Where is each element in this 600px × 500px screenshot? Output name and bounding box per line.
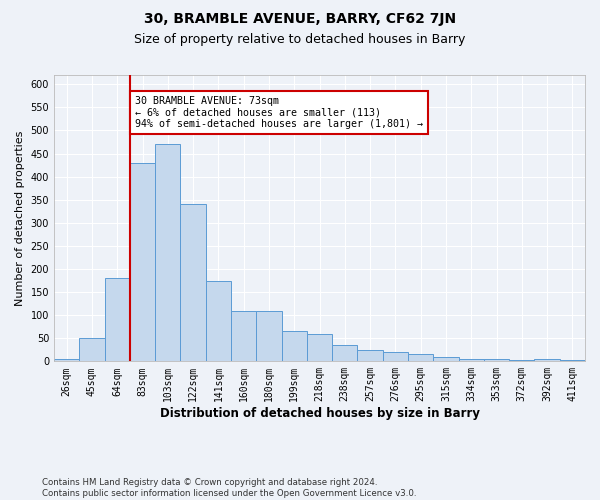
Bar [181,204,206,362]
Bar [104,278,130,361]
Text: 30 BRAMBLE AVENUE: 73sqm
← 6% of detached houses are smaller (113)
94% of semi-d: 30 BRAMBLE AVENUE: 73sqm ← 6% of detache… [135,96,423,129]
Bar [458,359,484,362]
Bar [408,354,433,362]
Bar [484,359,509,362]
Bar [281,332,307,362]
Bar [509,360,535,362]
Text: 30, BRAMBLE AVENUE, BARRY, CF62 7JN: 30, BRAMBLE AVENUE, BARRY, CF62 7JN [144,12,456,26]
Bar [206,280,231,361]
Text: Size of property relative to detached houses in Barry: Size of property relative to detached ho… [134,32,466,46]
Bar [358,350,383,362]
X-axis label: Distribution of detached houses by size in Barry: Distribution of detached houses by size … [160,407,479,420]
Bar [54,359,79,362]
Bar [383,352,408,362]
Bar [535,359,560,362]
Text: Contains HM Land Registry data © Crown copyright and database right 2024.
Contai: Contains HM Land Registry data © Crown c… [42,478,416,498]
Y-axis label: Number of detached properties: Number of detached properties [15,130,25,306]
Bar [79,338,104,361]
Bar [560,360,585,362]
Bar [155,144,181,362]
Bar [231,310,256,362]
Bar [256,310,281,362]
Bar [332,345,358,362]
Bar [433,356,458,362]
Bar [130,162,155,362]
Bar [307,334,332,361]
